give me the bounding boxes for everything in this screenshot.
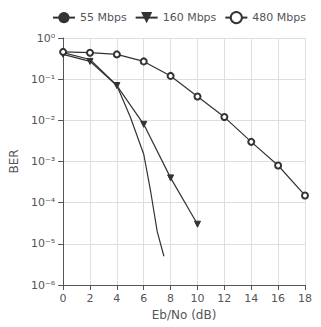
svg-text:10⁻¹: 10⁻¹ [31,73,55,86]
svg-text:10⁻³: 10⁻³ [31,155,55,168]
svg-text:16: 16 [271,292,285,305]
svg-text:10⁻⁵: 10⁻⁵ [31,237,55,250]
svg-text:0: 0 [60,292,67,305]
svg-text:14: 14 [244,292,258,305]
svg-text:10⁻⁴: 10⁻⁴ [31,196,56,209]
svg-text:4: 4 [113,292,120,305]
svg-text:10: 10 [190,292,204,305]
svg-text:BER: BER [7,149,21,173]
svg-text:55 Mbps: 55 Mbps [80,11,127,24]
svg-text:18: 18 [298,292,312,305]
svg-text:6: 6 [140,292,147,305]
svg-text:Eb/No (dB): Eb/No (dB) [152,308,217,322]
svg-text:10⁻⁶: 10⁻⁶ [31,279,56,292]
svg-text:12: 12 [217,292,231,305]
svg-text:160 Mbps: 160 Mbps [163,11,217,24]
svg-text:2: 2 [86,292,93,305]
svg-text:10⁻²: 10⁻² [31,114,55,127]
svg-text:480 Mbps: 480 Mbps [252,11,306,24]
svg-text:8: 8 [167,292,174,305]
svg-text:10⁰: 10⁰ [37,32,56,45]
